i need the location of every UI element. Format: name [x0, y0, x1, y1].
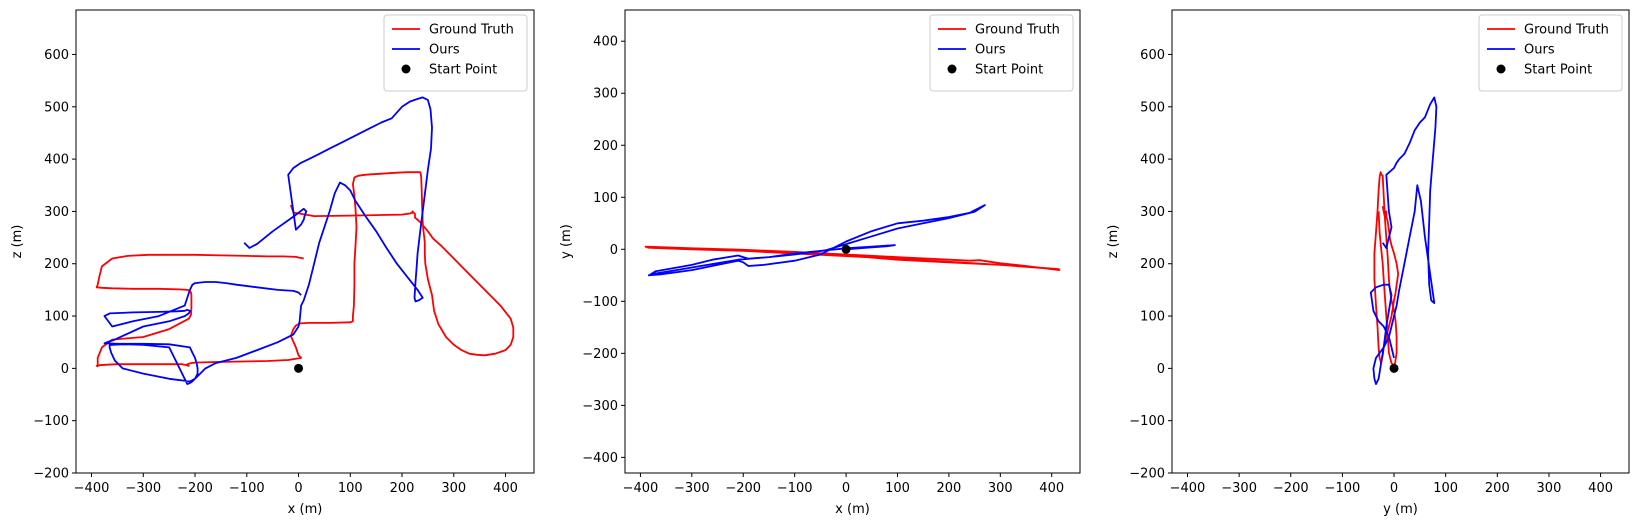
- y-tick-label: −200: [1129, 467, 1165, 482]
- legend-swatch-marker: [401, 64, 411, 74]
- x-tick-label: −300: [125, 481, 161, 496]
- x-tick-label: −400: [1170, 481, 1206, 496]
- legend-label: Ours: [975, 43, 1006, 58]
- y-axis-label: z (m): [1106, 225, 1121, 259]
- axes-frame: [624, 9, 1081, 474]
- x-tick-label: 0: [294, 481, 302, 496]
- legend-label: Ground Truth: [1524, 23, 1609, 38]
- x-tick-label: 400: [1588, 481, 1613, 496]
- legend-box: [929, 14, 1074, 92]
- x-axis-label: x (m): [835, 502, 870, 517]
- y-tick-label: −200: [582, 347, 618, 362]
- legend-box: [1478, 14, 1623, 92]
- start-point-marker: [1389, 363, 1399, 373]
- y-tick-label: 600: [1140, 48, 1165, 63]
- y-axis-label: z (m): [10, 225, 25, 259]
- series-line-ours: [648, 204, 986, 277]
- series-line-ours: [1369, 96, 1438, 386]
- x-tick-label: −100: [1325, 481, 1361, 496]
- y-tick-label: 0: [61, 362, 69, 377]
- x-tick-label: −100: [777, 481, 813, 496]
- legend-label: Start Point: [429, 63, 497, 78]
- legend-swatch-marker: [947, 64, 957, 74]
- x-tick-label: 400: [493, 481, 518, 496]
- y-tick-label: −300: [582, 399, 618, 414]
- y-tick-label: 200: [1140, 257, 1165, 272]
- legend-box: [383, 14, 528, 92]
- x-tick-label: −100: [229, 481, 265, 496]
- x-tick-label: 200: [1485, 481, 1510, 496]
- y-tick-label: 500: [44, 100, 69, 115]
- series-line-ground-truth: [1373, 171, 1400, 367]
- x-tick-label: 400: [1039, 481, 1064, 496]
- series-line-ours: [103, 96, 433, 386]
- legend-label: Start Point: [975, 63, 1043, 78]
- y-tick-label: 300: [1140, 205, 1165, 220]
- x-tick-label: −200: [1273, 481, 1309, 496]
- y-axis-label: y (m): [559, 224, 574, 259]
- y-tick-label: −200: [33, 467, 69, 482]
- legend-label: Ground Truth: [975, 23, 1060, 38]
- x-tick-label: −300: [1221, 481, 1257, 496]
- axes-frame: [75, 9, 535, 474]
- x-tick-label: −400: [74, 481, 110, 496]
- y-tick-label: 200: [44, 257, 69, 272]
- y-tick-label: −100: [1129, 414, 1165, 429]
- x-tick-label: 0: [842, 481, 850, 496]
- x-tick-label: −200: [177, 481, 213, 496]
- y-tick-label: 300: [593, 87, 618, 102]
- legend-label: Ours: [1524, 43, 1555, 58]
- x-tick-label: 300: [988, 481, 1013, 496]
- y-tick-label: 400: [44, 153, 69, 168]
- start-point-marker: [294, 363, 304, 373]
- x-tick-label: 200: [390, 481, 415, 496]
- x-tick-label: 300: [1537, 481, 1562, 496]
- legend-label: Ground Truth: [429, 23, 514, 38]
- x-tick-label: 100: [885, 481, 910, 496]
- x-tick-label: −300: [674, 481, 710, 496]
- legend: Ground Truth Ours Start Point: [1478, 14, 1623, 92]
- subplot-2: −400 −300 −200 −100 0 100 200 300 400 −400 −300 −20…: [559, 9, 1081, 517]
- legend-swatch-marker: [1496, 64, 1506, 74]
- y-tick-label: 500: [1140, 100, 1165, 115]
- start-point-marker: [841, 244, 851, 254]
- y-tick-label: −100: [33, 414, 69, 429]
- x-tick-label: 200: [936, 481, 961, 496]
- x-tick-label: 100: [1433, 481, 1458, 496]
- y-tick-label: 200: [593, 139, 618, 154]
- y-tick-label: 100: [593, 191, 618, 206]
- y-tick-label: 0: [1157, 362, 1165, 377]
- axes-frame: [1171, 9, 1630, 474]
- legend: Ground Truth Ours Start Point: [929, 14, 1074, 92]
- y-tick-label: 0: [610, 243, 618, 258]
- x-tick-label: −400: [623, 481, 659, 496]
- y-tick-label: 100: [1140, 310, 1165, 325]
- subplot-3: −400 −300 −200 −100 0 100 200 300 400 −200 −100 0 10…: [1106, 9, 1630, 517]
- y-tick-label: 100: [44, 310, 69, 325]
- y-tick-label: 600: [44, 48, 69, 63]
- subplot-1: −400 −300 −200 −100 0 100 200 300 400 −200 −100 0 10…: [10, 9, 535, 517]
- x-tick-label: 300: [441, 481, 466, 496]
- y-tick-label: 400: [1140, 153, 1165, 168]
- legend-label: Start Point: [1524, 63, 1592, 78]
- y-tick-label: 300: [44, 205, 69, 220]
- x-tick-label: −200: [725, 481, 761, 496]
- y-tick-label: −400: [582, 451, 618, 466]
- legend-label: Ours: [429, 43, 460, 58]
- x-axis-label: y (m): [1383, 502, 1418, 517]
- x-tick-label: 100: [338, 481, 363, 496]
- x-axis-label: x (m): [288, 502, 323, 517]
- legend: Ground Truth Ours Start Point: [383, 14, 528, 92]
- series-line-ground-truth: [95, 171, 515, 368]
- x-tick-label: 0: [1390, 481, 1398, 496]
- y-tick-label: −100: [582, 295, 618, 310]
- y-tick-label: 400: [593, 35, 618, 50]
